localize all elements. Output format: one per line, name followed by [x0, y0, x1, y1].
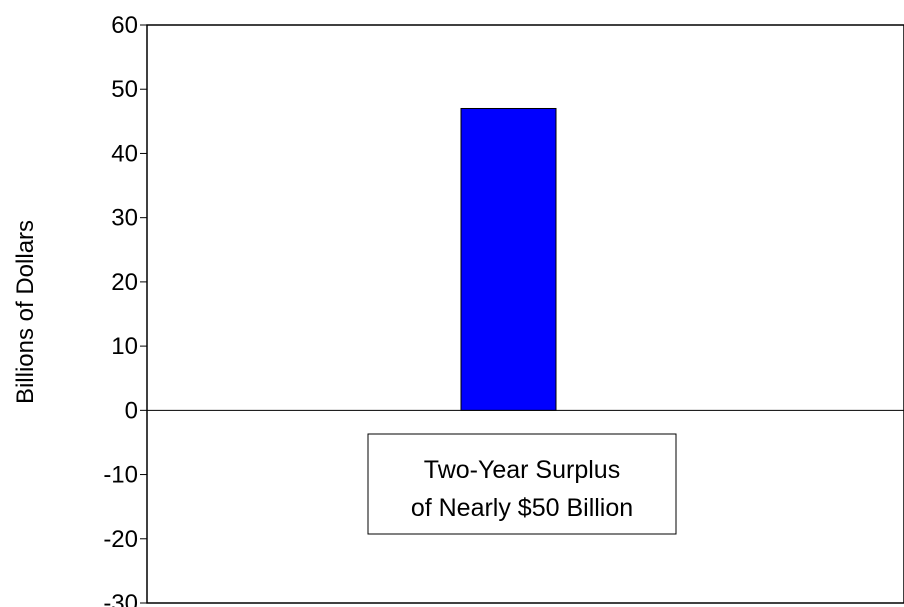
annotation-line-1: Two-Year Surplus	[424, 456, 620, 484]
y-tick-label: 0	[125, 397, 138, 424]
y-axis-ticks: 60 50 40 30 20 10 0 -10 -20 -30	[103, 12, 147, 607]
annotation-line-2: of Nearly $50 Billion	[411, 494, 633, 522]
y-tick-label: 20	[111, 269, 138, 296]
y-tick-label: 10	[111, 333, 138, 360]
y-tick-label: -30	[103, 590, 138, 607]
annotation-frame	[367, 433, 677, 535]
y-axis-label: Billions of Dollars	[12, 220, 39, 404]
y-tick-label: -20	[103, 526, 138, 553]
y-tick-label: -10	[103, 462, 138, 489]
y-tick-label: 60	[111, 12, 138, 39]
y-tick-label: 30	[111, 205, 138, 232]
bar-mark	[460, 107, 557, 411]
annotation-box: Two-Year Surplus of Nearly $50 Billion	[367, 433, 677, 535]
bar-series	[460, 107, 557, 411]
y-tick-label: 50	[111, 76, 138, 103]
y-tick-label: 40	[111, 140, 138, 167]
